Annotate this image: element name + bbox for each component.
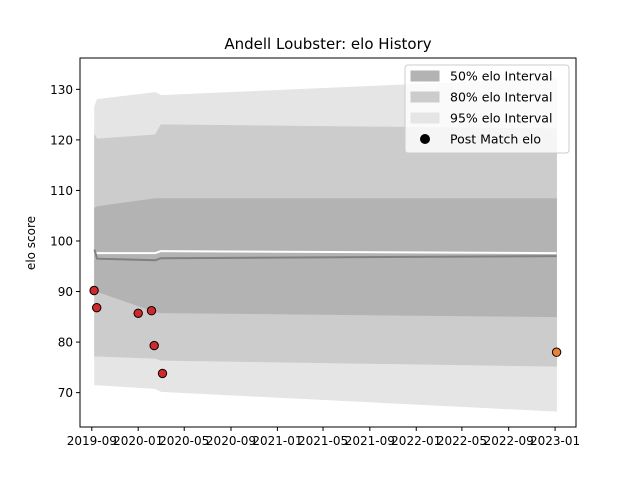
legend-label-0: 50% elo Interval: [450, 69, 552, 84]
post-match-point-6: [551, 347, 562, 357]
x-tick-label-1: 2020-01: [113, 434, 163, 448]
x-tick-label-2: 2020-05: [159, 434, 209, 448]
x-tick-label-3: 2020-09: [206, 434, 256, 448]
legend-swatch-0: [410, 70, 440, 82]
legend-swatch-2: [410, 112, 440, 124]
elo-lines: [93, 249, 557, 262]
white-reference-line: [94, 250, 557, 255]
post-match-points: [89, 285, 562, 379]
legend-label-3: Post Match elo: [450, 132, 541, 147]
y-axis: 70 80 90 100 110 120 130: [50, 83, 80, 400]
y-tick-label-1: 80: [58, 336, 73, 350]
post-match-point-5: [157, 368, 168, 379]
post-match-point-4: [149, 340, 159, 351]
elo-line: [93, 249, 557, 262]
x-tick-label-6: 2021-09: [345, 434, 395, 448]
legend-marker-3: [420, 134, 430, 144]
legend-swatch-1: [410, 91, 440, 103]
post-match-point-2: [133, 308, 143, 318]
y-tick-label-3: 100: [50, 234, 73, 248]
post-match-point-3: [146, 306, 157, 316]
legend-box: [404, 64, 570, 154]
y-tick-label-5: 120: [50, 133, 73, 147]
x-tick-label-4: 2021-01: [252, 434, 302, 448]
x-tick-label-8: 2022-05: [437, 434, 487, 448]
x-tick-label-9: 2022-09: [484, 434, 534, 448]
x-axis: 2019-092020-012020-052020-092021-012021-…: [67, 427, 580, 448]
y-tick-label-6: 130: [50, 83, 73, 97]
x-tick-label-5: 2021-05: [298, 434, 348, 448]
chart-title: Andell Loubster: elo History: [224, 35, 431, 53]
legend: 50% elo Interval 80% elo Interval 95% elo …: [404, 64, 570, 154]
y-tick-label-2: 90: [58, 285, 73, 299]
x-tick-label-0: 2019-09: [67, 434, 117, 448]
post-match-point-1: [92, 303, 102, 313]
legend-label-1: 80% elo Interval: [450, 90, 552, 105]
post-match-point-0: [89, 285, 99, 296]
y-tick-label-4: 110: [50, 184, 73, 198]
x-tick-label-10: 2023-01: [530, 434, 580, 448]
y-axis-label: elo score: [24, 216, 38, 270]
legend-label-2: 95% elo Interval: [450, 111, 552, 126]
y-tick-label-0: 70: [58, 386, 73, 400]
x-tick-label-7: 2022-01: [391, 434, 441, 448]
plot-frame: [79, 57, 577, 428]
